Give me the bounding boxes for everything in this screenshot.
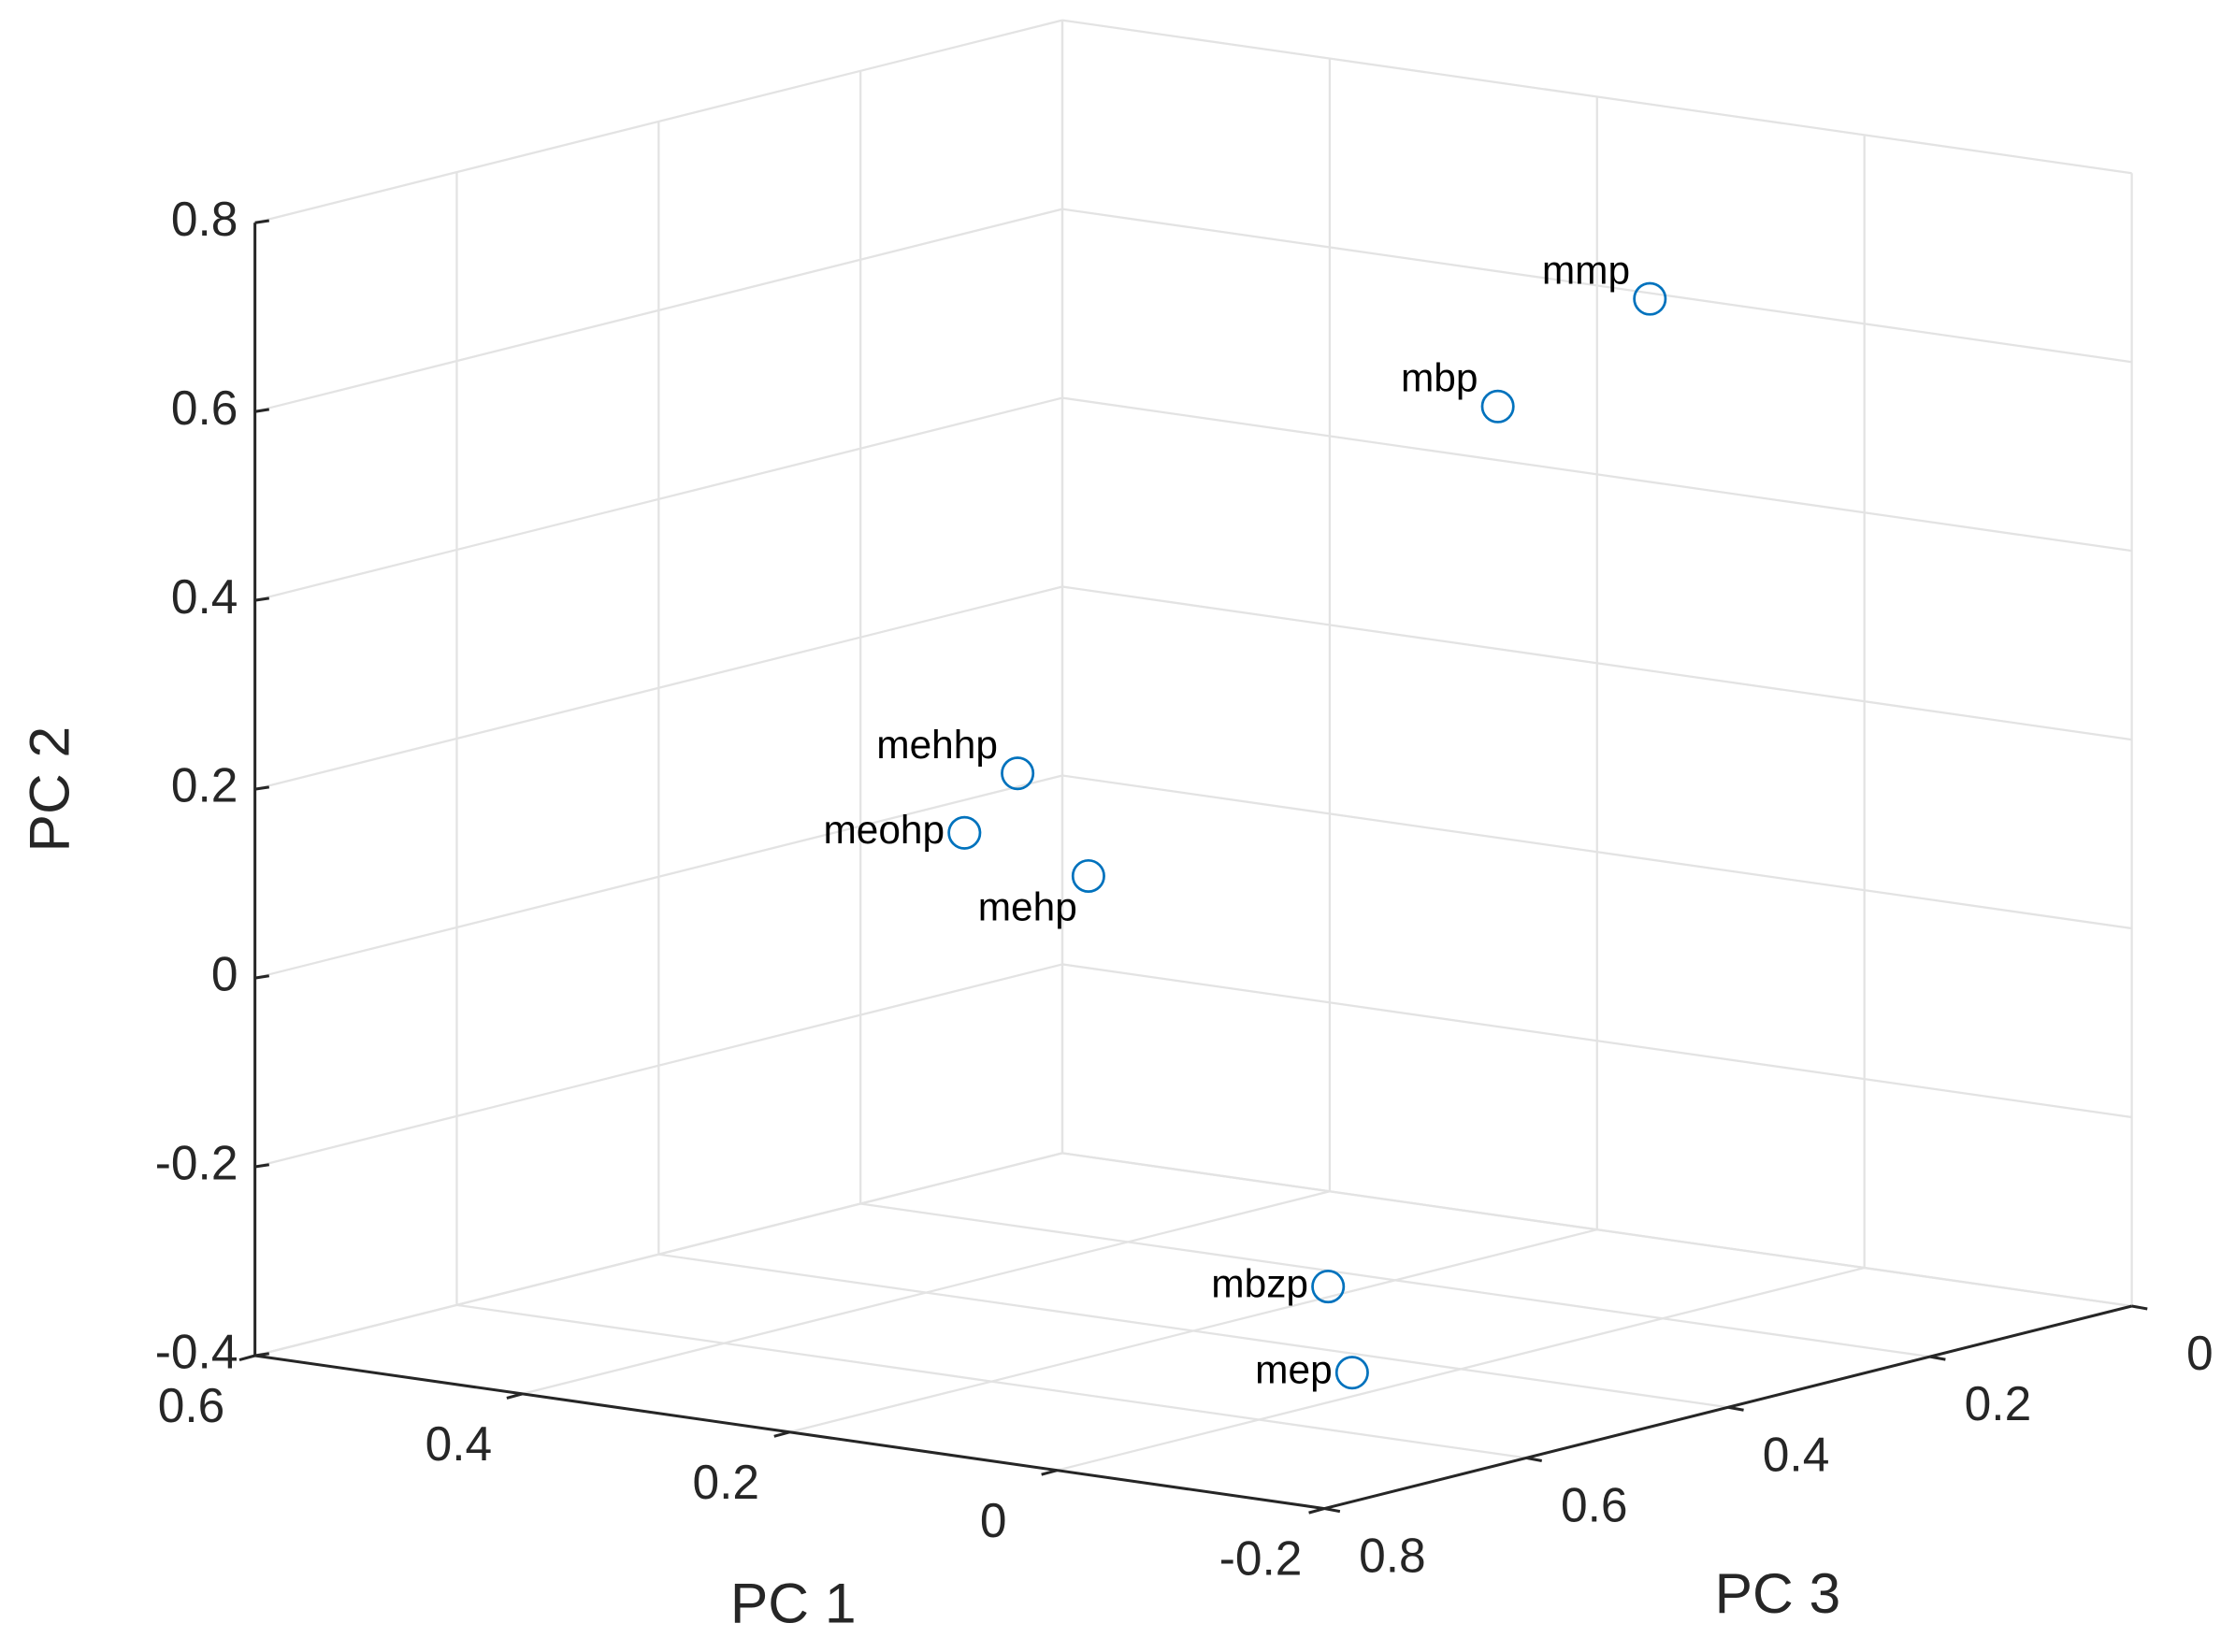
point [1633,281,1667,316]
point [1480,389,1515,424]
point [947,815,982,850]
z-tick [1525,1456,1542,1462]
z-tick-label: 0.6 [1561,1478,1628,1532]
y-axis-label: PC 2 [18,726,81,853]
z-axis-label: PC 3 [1715,1561,1841,1625]
point [1334,1356,1369,1390]
z-tick [1323,1507,1341,1514]
point-label: mbzp [1211,1261,1308,1305]
y-tick-label: -0.4 [155,1325,238,1379]
y-tick [254,219,270,224]
x-tick-label: -0.2 [1219,1531,1303,1586]
x-tick [506,1392,523,1400]
x-tick [238,1354,256,1361]
point-label: mbp [1401,356,1478,400]
y-tick [254,1163,270,1169]
point-label: mep [1255,1347,1333,1391]
y-tick-label: 0.6 [171,381,238,435]
z-tick-label: 0.8 [1359,1529,1426,1583]
point-label: mmp [1542,249,1630,293]
x-tick [773,1430,790,1438]
y-tick-label: -0.2 [155,1136,238,1190]
grid-line [860,1202,1930,1358]
y-tick [254,974,270,980]
point-label: meohp [823,808,945,852]
grid-line [658,1253,1729,1409]
y-tick [254,785,270,791]
z-tick-label: 0.4 [1763,1427,1830,1481]
y-tick [254,596,270,602]
point [1311,1270,1346,1304]
x-tick-label: 0 [980,1493,1007,1547]
grid-line [456,1303,1527,1459]
y-tick-label: 0 [211,947,238,1001]
grid-line [1061,1152,2132,1308]
y-tick [254,1352,270,1358]
point [1071,858,1105,893]
z-tick [2131,1304,2148,1311]
y-tick-label: 0.4 [171,569,238,624]
z-tick-label: 0.2 [1965,1376,2032,1430]
y-tick-label: 0.2 [171,758,238,812]
y-tick [254,408,270,413]
x-tick [1041,1469,1058,1476]
x-tick-label: 0.4 [425,1416,493,1471]
x-tick-label: 0.2 [692,1455,759,1509]
z-tick [1727,1405,1744,1412]
y-tick-label: 0.8 [171,192,238,246]
x-axis-label: PC 1 [730,1572,857,1635]
z-tick [1929,1355,1946,1361]
point-label: mehp [978,885,1077,929]
x-tick [1308,1507,1325,1515]
point-label: mehhp [876,723,998,767]
x-tick-label: 0.6 [158,1378,225,1432]
z-tick-label: 0 [2186,1326,2214,1380]
point [1001,756,1035,791]
x-axis [254,1354,1325,1511]
